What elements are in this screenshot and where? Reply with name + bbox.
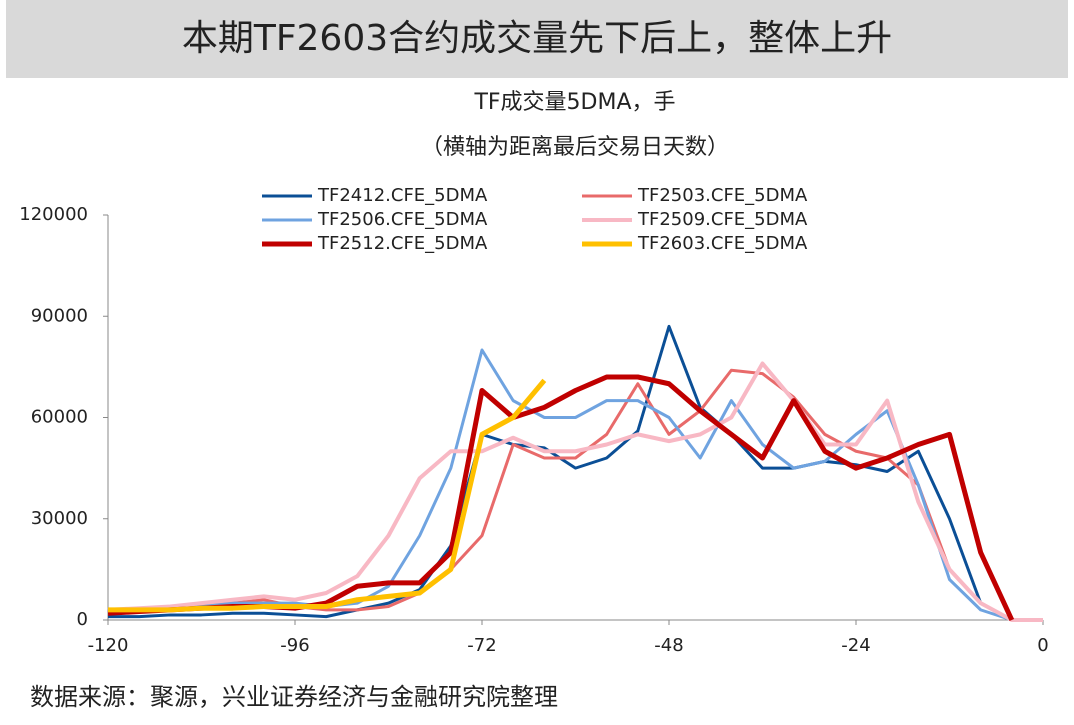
y-tick-label: 30000 [31, 508, 88, 529]
legend-label: TF2603.CFE_5DMA [637, 233, 808, 254]
y-tick-label: 90000 [31, 305, 88, 326]
legend-label: TF2506.CFE_5DMA [317, 209, 488, 230]
chart-subtitle: （横轴为距离最后交易日天数） [421, 135, 729, 160]
x-tick-label: 0 [1037, 635, 1048, 656]
series-line [108, 378, 547, 613]
x-tick-label: -24 [841, 635, 870, 656]
series-line [108, 324, 1043, 622]
x-tick-label: -120 [88, 635, 129, 656]
x-tick-label: -48 [654, 635, 683, 656]
legend-label: TF2503.CFE_5DMA [637, 185, 808, 206]
header-title: 本期TF2603合约成交量先下后上，整体上升 [182, 18, 892, 59]
x-tick-label: -96 [280, 635, 309, 656]
legend-label: TF2412.CFE_5DMA [317, 185, 488, 206]
x-tick-label: -72 [467, 635, 496, 656]
legend-label: TF2509.CFE_5DMA [637, 209, 808, 230]
series-line [108, 368, 1043, 622]
header-band [6, 0, 1068, 78]
source: 数据来源：聚源，兴业证券经济与金融研究院整理 [30, 683, 558, 711]
legend-label: TF2512.CFE_5DMA [317, 233, 488, 254]
y-tick-label: 0 [77, 609, 88, 630]
y-tick-label: 120000 [19, 204, 88, 225]
chart-title: TF成交量5DMA，手 [473, 90, 675, 115]
series-line [107, 348, 1043, 622]
y-tick-label: 60000 [31, 407, 88, 428]
series-line [107, 361, 1043, 622]
